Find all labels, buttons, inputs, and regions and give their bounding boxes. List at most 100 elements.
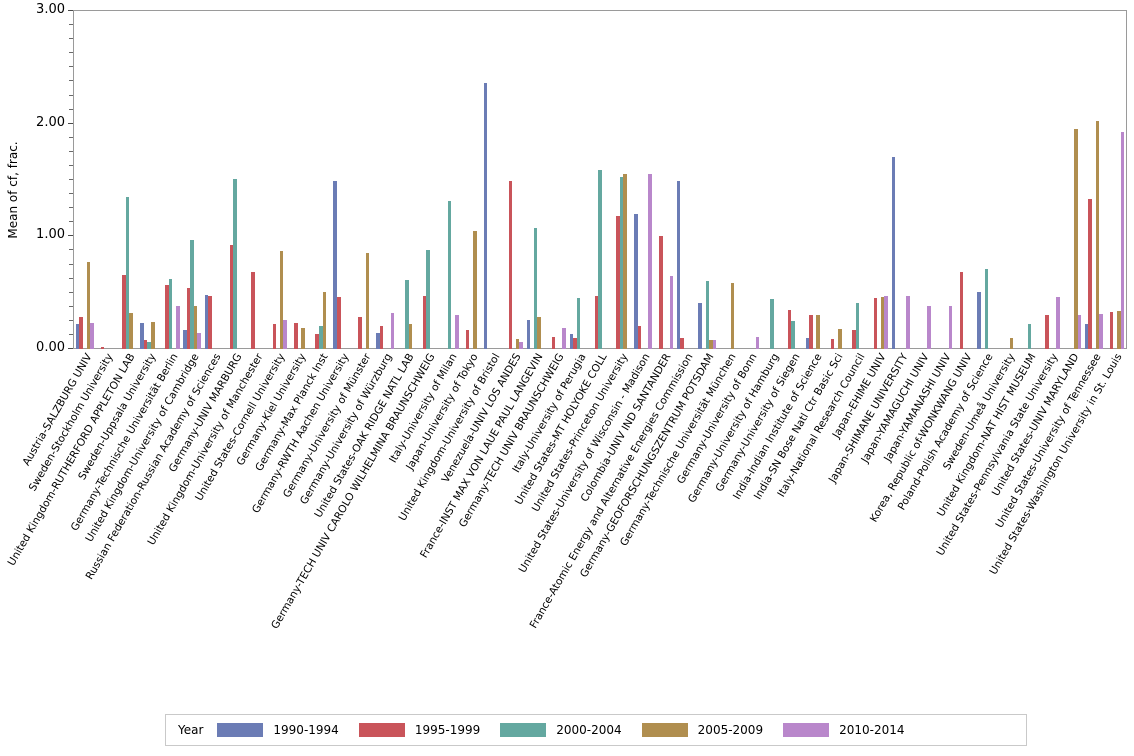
y-tick-mark-minor: [69, 179, 73, 180]
bar-group: [784, 10, 802, 349]
bar-group: [548, 10, 567, 349]
bar: [637, 326, 642, 349]
bar: [508, 181, 513, 349]
bar: [730, 282, 735, 349]
bar: [390, 312, 395, 349]
bar: [379, 326, 384, 349]
bar: [426, 249, 431, 349]
bar-group: [913, 10, 931, 349]
legend-label: 2000-2004: [556, 723, 622, 737]
bar-group: [591, 10, 609, 349]
bar: [1074, 129, 1078, 349]
bar: [698, 302, 702, 349]
bar: [526, 319, 531, 349]
bar: [1009, 337, 1014, 349]
bar: [193, 306, 198, 349]
bar: [1109, 311, 1114, 349]
bar: [977, 291, 982, 349]
legend-label: 2005-2009: [697, 723, 764, 737]
bar-group: [763, 10, 781, 349]
bar-group: [956, 10, 974, 349]
bar-group: [849, 10, 867, 349]
bar: [204, 294, 209, 349]
y-tick-label: 2.00: [36, 114, 65, 130]
bar: [619, 176, 624, 349]
bar: [358, 317, 363, 349]
y-tick-mark-minor: [69, 164, 73, 166]
legend-item[interactable]: 1990-1994: [217, 723, 339, 737]
bar: [880, 297, 885, 349]
legend-item[interactable]: 2005-2009: [641, 723, 764, 737]
legend-item[interactable]: 2000-2004: [500, 723, 622, 737]
y-tick-mark-minor: [69, 80, 73, 82]
bar-group: [1020, 10, 1038, 349]
y-tick-mark-minor: [69, 136, 73, 138]
bar-group: [1106, 10, 1125, 349]
bar: [1056, 297, 1060, 349]
legend-swatch: [217, 723, 264, 737]
bar: [294, 323, 298, 349]
bar-group: [462, 10, 480, 349]
bar: [129, 312, 134, 349]
legend-swatch: [641, 723, 688, 737]
legend-label: 1990-1994: [273, 723, 339, 737]
bar: [984, 269, 989, 349]
bar-group: [398, 10, 416, 349]
y-tick-mark: [68, 10, 73, 11]
y-tick-mark: [68, 348, 73, 349]
bar-group: [720, 10, 738, 349]
bar-group: [162, 10, 180, 349]
bar-group: [805, 10, 824, 349]
bar: [483, 83, 488, 349]
bars-layer: [73, 10, 1127, 349]
bar-group: [977, 10, 995, 349]
bar: [709, 340, 713, 349]
bar: [168, 279, 173, 349]
y-tick-mark-minor: [69, 221, 73, 223]
bar-group: [891, 10, 910, 349]
legend-items: 1990-1994 1995-1999 2000-2004 2005-2009 2010…: [217, 723, 924, 737]
legend-item[interactable]: 2010-2014: [783, 723, 905, 737]
bar: [905, 296, 910, 349]
bar: [251, 272, 255, 349]
legend: Year 1990-1994 1995-1999 2000-2004 2005-200…: [165, 714, 1027, 746]
legend-title: Year: [178, 723, 204, 737]
legend-item[interactable]: 1995-1999: [358, 723, 480, 737]
bar: [322, 291, 327, 349]
bar-group: [505, 10, 524, 349]
y-tick-mark-minor: [69, 263, 73, 265]
bar: [769, 299, 774, 349]
bar-group: [612, 10, 630, 349]
bar-group: [655, 10, 674, 349]
bar: [279, 250, 284, 349]
bar-group: [1042, 10, 1060, 349]
bar-group: [269, 10, 287, 349]
bar: [659, 236, 663, 349]
legend-label: 2010-2014: [839, 723, 905, 737]
bar: [365, 253, 370, 349]
bar-group: [827, 10, 845, 349]
bar: [787, 309, 792, 349]
bar: [75, 324, 80, 349]
y-tick-mark-minor: [69, 66, 73, 68]
bar-group: [870, 10, 889, 349]
y-tick-mark-minor: [69, 193, 73, 195]
y-tick-mark: [68, 235, 73, 237]
y-tick-mark-minor: [69, 52, 73, 54]
bar-group: [140, 10, 158, 349]
bar: [1099, 314, 1103, 349]
bar-group: [526, 10, 545, 349]
bar: [562, 327, 567, 349]
bar: [315, 334, 320, 349]
y-tick-mark-minor: [69, 291, 73, 293]
bar: [533, 228, 538, 349]
bar: [576, 298, 581, 349]
bar: [616, 216, 620, 349]
bar: [873, 298, 878, 349]
bar: [333, 181, 337, 349]
bar-group: [183, 10, 202, 349]
plot-area: [73, 10, 1127, 349]
y-tick-label: 0.00: [36, 340, 65, 355]
bar: [376, 333, 380, 349]
bar: [755, 336, 760, 349]
